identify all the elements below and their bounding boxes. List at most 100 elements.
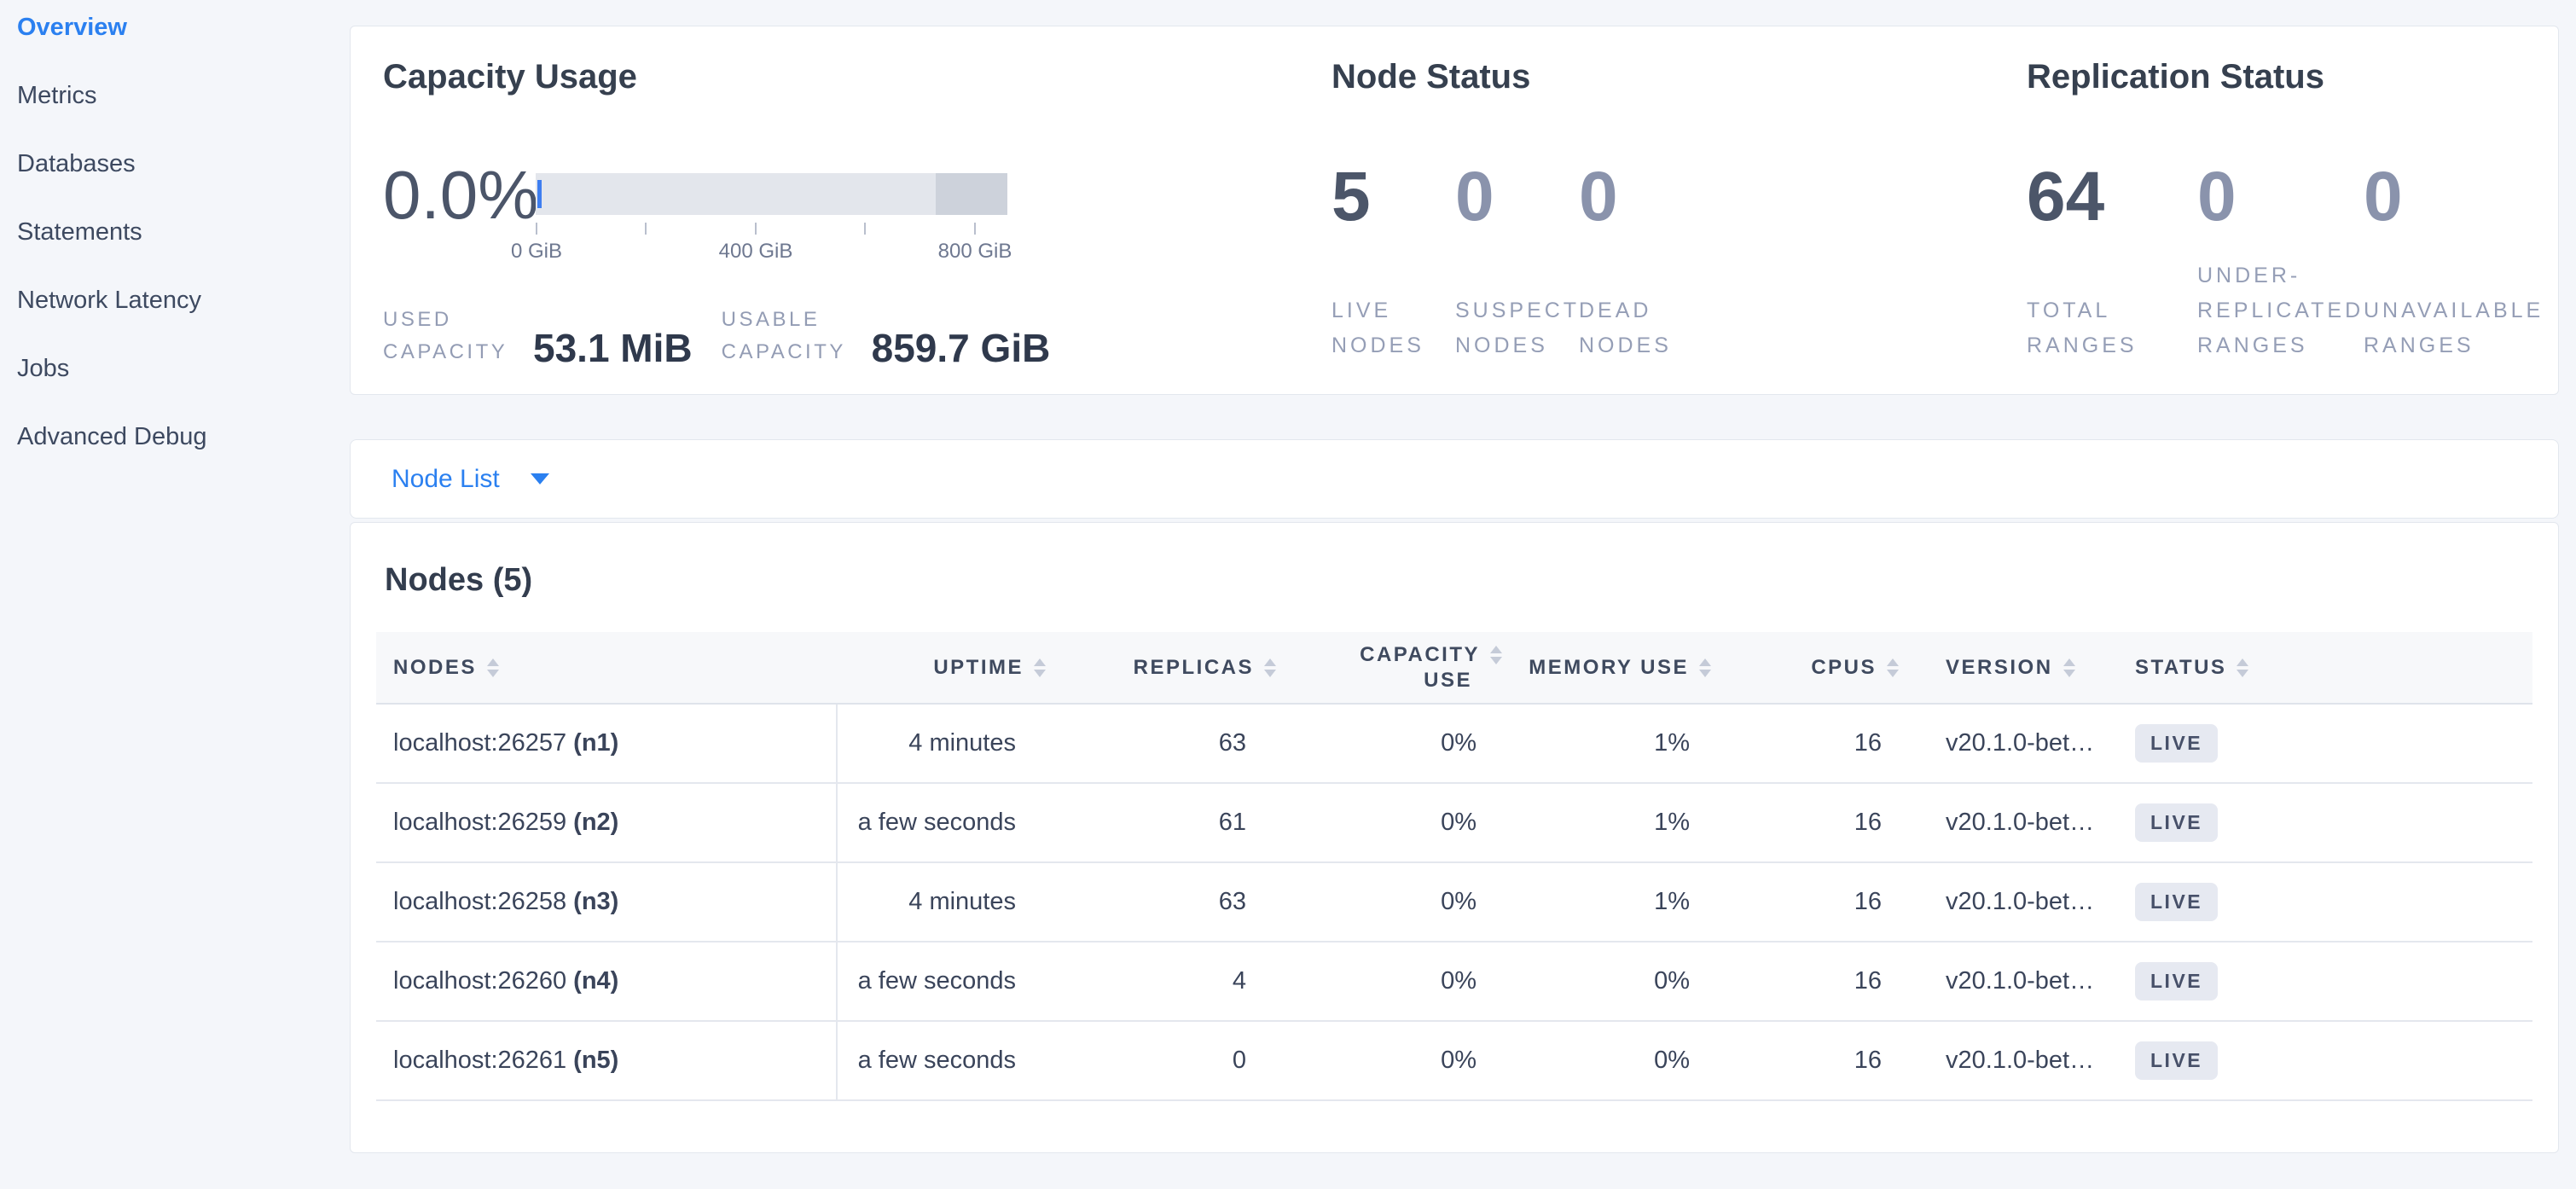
version-cell: v20.1.0-bet…	[1903, 942, 2116, 1022]
status-cell: LIVE	[2116, 783, 2532, 863]
node-id: (n5)	[573, 1047, 619, 1074]
node-address: localhost:26261	[393, 1047, 567, 1074]
cpus-cell: 16	[1715, 862, 1903, 942]
node-address: localhost:26258	[393, 888, 567, 915]
node-address-cell[interactable]: localhost:26260 (n4)	[376, 942, 838, 1022]
axis-tick	[864, 223, 866, 235]
metric-label: UNAVAILABLE RANGES	[2364, 299, 2544, 357]
table-row: localhost:26260 (n4) a few seconds 4 0% 0…	[376, 942, 2532, 1022]
replicas-cell: 0	[1050, 1021, 1280, 1101]
table-row: localhost:26261 (n5) a few seconds 0 0% 0…	[376, 1021, 2532, 1101]
replicas-cell: 63	[1050, 862, 1280, 942]
node-address-cell[interactable]: localhost:26258 (n3)	[376, 862, 838, 942]
version-cell: v20.1.0-bet…	[1903, 862, 2116, 942]
metric-value: 0	[1579, 158, 1618, 235]
column-header-memory-use[interactable]: MEMORY USE	[1506, 632, 1715, 705]
memory-use-cell: 1%	[1506, 783, 1715, 863]
replication-status-title: Replication Status	[2027, 58, 2324, 96]
node-status-section: Node Status 5 0 0 LIVE NODES SUSPECT NOD…	[1332, 26, 2014, 394]
sidebar: Overview Metrics Databases Statements Ne…	[0, 0, 341, 488]
node-address-cell[interactable]: localhost:26259 (n2)	[376, 783, 838, 863]
sort-icon	[1699, 658, 1711, 678]
node-id: (n3)	[573, 888, 619, 915]
column-header-uptime[interactable]: UPTIME	[837, 632, 1050, 705]
uptime-cell: a few seconds	[837, 942, 1050, 1022]
column-header-version[interactable]: VERSION	[1903, 632, 2116, 705]
sort-icon	[2063, 658, 2075, 678]
status-badge: LIVE	[2135, 962, 2219, 1000]
capacity-bar-chart: 0 GiB 400 GiB 800 GiB	[511, 173, 1012, 263]
axis-tick-label: 800 GiB	[937, 240, 1012, 263]
capacity-usage-section: Capacity Usage 0.0% 0 GiB 400 GiB 800 Gi…	[383, 26, 1330, 394]
node-address: localhost:26259	[393, 809, 567, 836]
cpus-cell: 16	[1715, 704, 1903, 784]
metric-value: 0	[2197, 158, 2237, 235]
sort-icon	[2237, 658, 2249, 678]
cpus-cell: 16	[1715, 942, 1903, 1022]
node-list-dropdown-label: Node List	[392, 464, 500, 493]
capacity-use-cell: 0%	[1280, 704, 1506, 784]
node-address-cell[interactable]: localhost:26257 (n1)	[376, 704, 838, 784]
version-cell: v20.1.0-bet…	[1903, 783, 2116, 863]
capacity-bar-reserved-segment	[936, 173, 1007, 215]
sort-icon	[1490, 646, 1502, 665]
node-address-cell[interactable]: localhost:26261 (n5)	[376, 1021, 838, 1101]
replication-status-section: Replication Status 64 0 0 TOTAL RANGES U…	[2027, 26, 2540, 394]
sidebar-item[interactable]: Metrics	[17, 82, 97, 109]
sidebar-item[interactable]: Advanced Debug	[17, 423, 207, 450]
node-address: localhost:26257	[393, 729, 567, 757]
metric-value: 0	[2364, 158, 2403, 235]
cluster-stats-card: Capacity Usage 0.0% 0 GiB 400 GiB 800 Gi…	[350, 26, 2559, 395]
axis-tick	[536, 223, 537, 235]
memory-use-cell: 0%	[1506, 1021, 1715, 1101]
axis-tick-label: 400 GiB	[718, 240, 793, 263]
node-address: localhost:26260	[393, 967, 567, 995]
cpus-cell: 16	[1715, 783, 1903, 863]
memory-use-cell: 1%	[1506, 704, 1715, 784]
metric-value: 64	[2027, 158, 2105, 235]
capacity-summary: USED CAPACITY 53.1 MiB USABLE CAPACITY 8…	[383, 304, 1050, 368]
node-id: (n1)	[573, 729, 619, 757]
uptime-cell: a few seconds	[837, 1021, 1050, 1101]
node-status-labels: LIVE NODES SUSPECT NODES DEAD NODES	[1332, 293, 1703, 363]
column-header-nodes[interactable]: NODES	[376, 632, 837, 705]
main-content: Capacity Usage 0.0% 0 GiB 400 GiB 800 Gi…	[350, 0, 2559, 1153]
column-header-replicas[interactable]: REPLICAS	[1050, 632, 1280, 705]
metric-value: 0	[1455, 158, 1494, 235]
version-cell: v20.1.0-bet…	[1903, 1021, 2116, 1101]
capacity-use-cell: 0%	[1280, 942, 1506, 1022]
status-cell: LIVE	[2116, 862, 2532, 942]
column-header-capacity-use[interactable]: CAPACITY USE	[1280, 632, 1506, 705]
status-badge: LIVE	[2135, 883, 2219, 921]
sidebar-item[interactable]: Jobs	[17, 355, 70, 382]
replicas-cell: 4	[1050, 942, 1280, 1022]
table-row: localhost:26257 (n1) 4 minutes 63 0% 1% 1…	[376, 704, 2532, 784]
metric-label: SUSPECT NODES	[1455, 299, 1580, 357]
status-cell: LIVE	[2116, 1021, 2532, 1101]
node-id: (n2)	[573, 809, 619, 836]
column-header-status[interactable]: STATUS	[2116, 632, 2532, 705]
replicas-cell: 63	[1050, 704, 1280, 784]
nodes-table: NODES UPTIME REPLICAS CAPACITY USE MEMOR…	[376, 632, 2532, 1101]
sort-icon	[486, 658, 499, 678]
cpus-cell: 16	[1715, 1021, 1903, 1101]
sidebar-item[interactable]: Statements	[17, 218, 142, 246]
metric-label: UNDER-REPLICATED RANGES	[2197, 264, 2364, 357]
sidebar-item[interactable]: Network Latency	[17, 287, 201, 314]
capacity-percent: 0.0%	[383, 157, 539, 233]
sidebar-item[interactable]: Databases	[17, 150, 136, 177]
uptime-cell: a few seconds	[837, 783, 1050, 863]
column-header-cpus[interactable]: CPUS	[1715, 632, 1903, 705]
replication-labels: TOTAL RANGES UNDER-REPLICATED RANGES UNA…	[2027, 258, 2540, 363]
sort-icon	[1887, 658, 1899, 678]
usable-capacity-label: USABLE CAPACITY	[721, 308, 846, 363]
node-list-dropdown[interactable]: Node List	[350, 439, 2559, 519]
uptime-cell: 4 minutes	[837, 862, 1050, 942]
nodes-table-title: Nodes (5)	[385, 562, 533, 598]
node-status-title: Node Status	[1332, 58, 1531, 96]
memory-use-cell: 0%	[1506, 942, 1715, 1022]
sort-icon	[1034, 658, 1046, 678]
capacity-bar-used-marker	[537, 180, 542, 208]
sidebar-item[interactable]: Overview	[17, 14, 127, 41]
sort-icon	[1264, 658, 1276, 678]
